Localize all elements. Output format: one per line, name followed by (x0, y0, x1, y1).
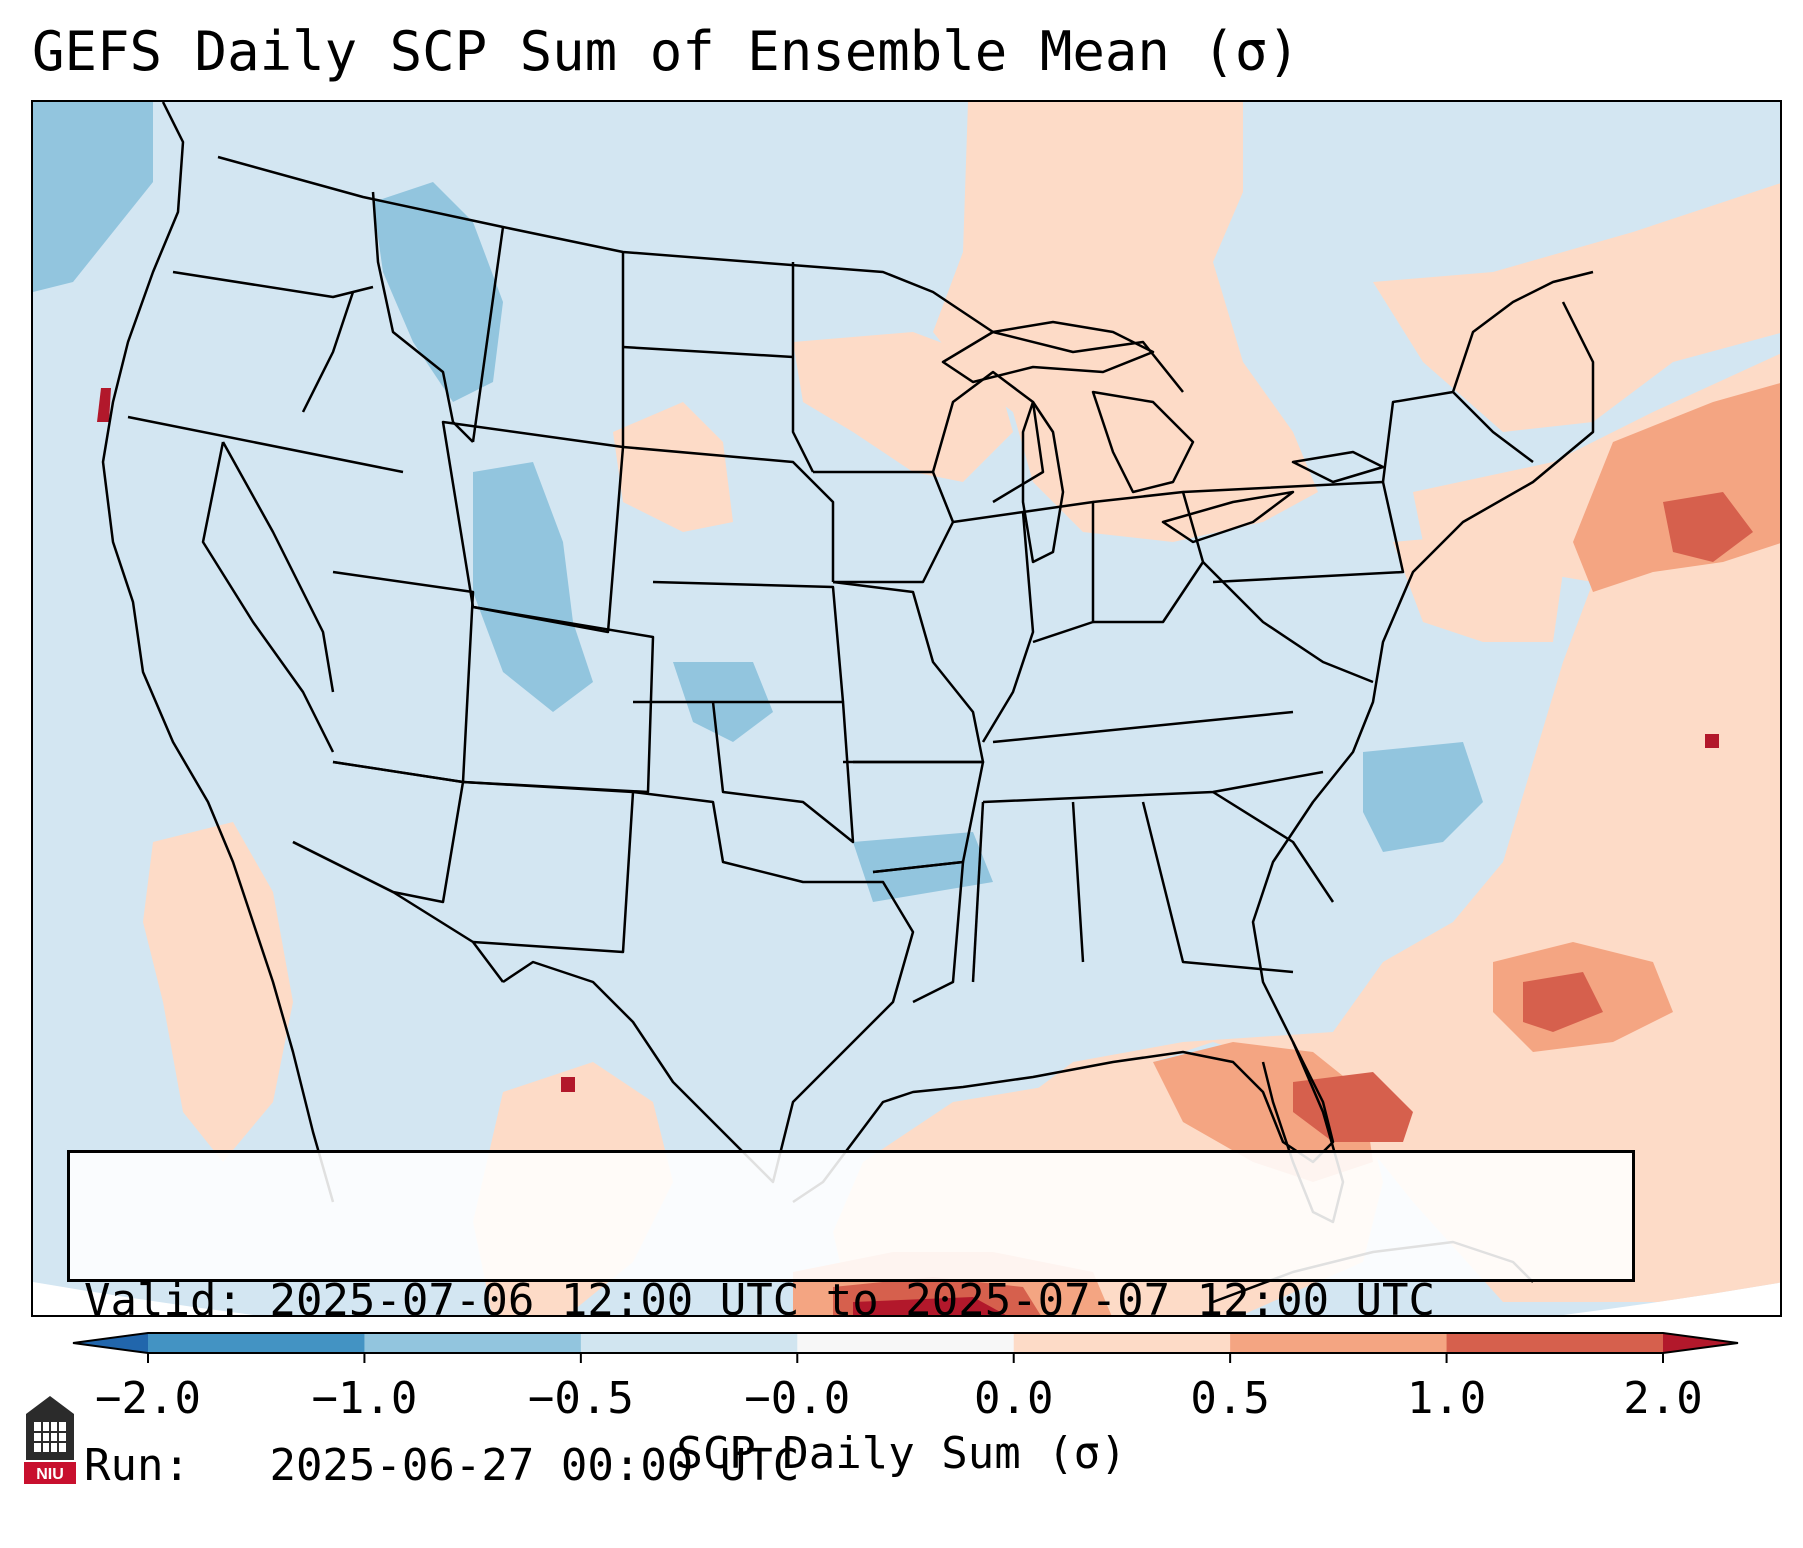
northern-plains-positive-area (613, 402, 733, 532)
state-line-new-england (1451, 270, 1594, 393)
chart-title: GEFS Daily SCP Sum of Ensemble Mean (σ) (32, 20, 1300, 83)
logo-badge (24, 1462, 76, 1484)
pacific-positive-area (143, 822, 293, 1162)
state-boundaries (101, 102, 1595, 1304)
colorbar-tick-label: 0.0 (974, 1373, 1053, 1424)
state-line-va-wv (1202, 561, 1374, 684)
colorbar-bin (1230, 1333, 1448, 1353)
state-line-in (1022, 500, 1095, 644)
state-line-or-ca (127, 415, 404, 474)
valid-line: Valid: 2025-07-06 12:00 UTC to 2025-07-0… (84, 1273, 1618, 1328)
state-line-ky-tn (992, 710, 1294, 744)
colorbar-tick-label: 0.5 (1190, 1373, 1269, 1424)
lake-erie (1161, 490, 1295, 544)
colorbar-bin (1446, 1333, 1664, 1353)
state-line-id-or (301, 291, 355, 413)
state-line-ne (622, 445, 835, 582)
colorbar-tick-label: −0.0 (744, 1373, 850, 1424)
state-line-dakotas (622, 345, 794, 359)
atlantic-strong-positive-area (1523, 972, 1603, 1032)
canada-east-positive-area (1373, 182, 1780, 432)
state-line-sc-nc (1212, 790, 1335, 903)
wyoming-negative-area (473, 462, 593, 712)
map-canvas (33, 102, 1780, 1315)
mid-atlantic-positive-area (1393, 532, 1563, 642)
logo-grid-icon (34, 1422, 66, 1452)
lake-ontario (1291, 450, 1385, 484)
colorbar-bin (1013, 1333, 1231, 1353)
lake-superior (941, 320, 1155, 384)
niu-logo: NIU (24, 1396, 76, 1484)
state-line-al (1071, 801, 1085, 963)
great-lakes-positive-area (933, 102, 1318, 542)
state-line-tx (502, 790, 915, 1184)
lake-huron (1091, 390, 1195, 494)
east-coastline (792, 301, 1595, 1204)
colorbar-tick-label: −2.0 (95, 1373, 201, 1424)
state-line-ca-nv (201, 441, 335, 753)
idaho-negative-area (373, 182, 503, 402)
lake-michigan (1021, 400, 1065, 564)
canada-border (217, 155, 1184, 393)
colorbar-bin (797, 1333, 1015, 1353)
colorbar: −2.0 −1.0 −0.5 −0.0 0.0 0.5 1.0 2.0 (72, 1332, 1739, 1424)
state-line-nv-ut (221, 441, 335, 693)
state-line-mt-nd (471, 226, 505, 443)
west-coastline (101, 102, 335, 1203)
state-line-id-mt (371, 191, 474, 443)
state-line-mn (791, 262, 815, 473)
atlantic-extreme-area (1705, 734, 1719, 748)
colorbar-bins (148, 1333, 1664, 1353)
colorbar-tick-label: −0.5 (528, 1373, 634, 1424)
valid-value: 2025-07-06 12:00 UTC to 2025-07-07 12:00… (269, 1275, 1436, 1326)
state-line-nm (462, 780, 635, 954)
colorbar-tick-label: 1.0 (1407, 1373, 1486, 1424)
state-line-ks (652, 580, 845, 703)
map-panel (31, 100, 1782, 1317)
dakotas-positive-area (793, 332, 1013, 482)
run-label: Run: (84, 1440, 190, 1491)
state-line-pa (1182, 480, 1405, 584)
state-line-il (952, 510, 1035, 743)
logo-text: NIU (36, 1466, 64, 1483)
state-line-ga (1141, 801, 1294, 974)
valid-run-info-box: Valid: 2025-07-06 12:00 UTC to 2025-07-0… (67, 1150, 1635, 1491)
colorbar-bin (364, 1333, 582, 1353)
colorbar-under-arrow (73, 1333, 148, 1353)
colorbar-tick-label: −1.0 (311, 1373, 417, 1424)
state-line-wi (931, 370, 1045, 504)
colorbar-ticks: −2.0 −1.0 −0.5 −0.0 0.0 0.5 1.0 2.0 (95, 1353, 1703, 1424)
northeast-strong-positive-area (1663, 492, 1753, 562)
colorbar-over-arrow (1663, 1333, 1738, 1353)
gulf-mid-positive-area (1153, 1042, 1373, 1182)
colorbar-bin (580, 1333, 798, 1353)
california-coast-extreme-area (97, 388, 111, 422)
mexico-border (292, 840, 504, 983)
gulf-strong-positive-area (1293, 1072, 1413, 1142)
run-value: 2025-06-27 00:00 UTC (269, 1440, 800, 1491)
run-line: Run: 2025-06-27 00:00 UTC (84, 1438, 1618, 1493)
appalachia-negative-area (1363, 742, 1483, 852)
valid-label: Valid: (84, 1275, 243, 1326)
mexico-extreme-area (561, 1077, 575, 1092)
state-line-ms (971, 801, 985, 983)
state-line-ok (633, 700, 855, 844)
northwest-negative-area (33, 102, 153, 292)
state-line-la (872, 860, 965, 1004)
state-line-wa-or (172, 270, 374, 299)
colorbar-tick-label: 2.0 (1623, 1373, 1702, 1424)
colorbar-bin (148, 1333, 365, 1353)
state-line-wy (441, 420, 625, 634)
caribbean-extreme-area (853, 1297, 1013, 1315)
colorbar-label: SCP Daily Sum (σ) (676, 1428, 1127, 1479)
